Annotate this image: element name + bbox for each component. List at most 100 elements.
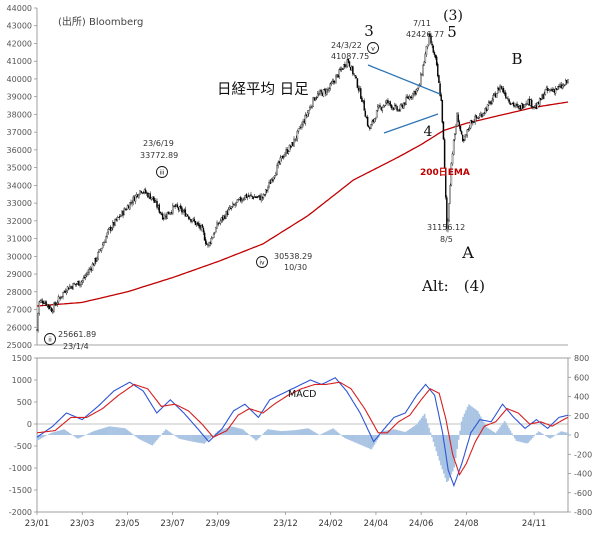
low-0104-date: 23/1/4 bbox=[63, 342, 89, 351]
macd-histogram-bar bbox=[325, 432, 327, 435]
candle bbox=[222, 215, 223, 223]
candle-body bbox=[91, 269, 92, 270]
macd-histogram-bar bbox=[498, 429, 500, 435]
candle-body bbox=[224, 216, 225, 219]
macd-histogram-bar bbox=[70, 434, 72, 435]
candle bbox=[560, 82, 561, 87]
candle-body bbox=[390, 102, 391, 105]
peak-0322-date: 24/3/22 bbox=[331, 41, 362, 50]
candle-body bbox=[374, 119, 375, 122]
candle bbox=[443, 121, 444, 140]
candle-body bbox=[510, 103, 511, 104]
candle-body bbox=[46, 301, 47, 305]
candle bbox=[113, 222, 114, 228]
candle bbox=[378, 104, 379, 108]
macd-histogram-bar bbox=[110, 427, 112, 435]
candle bbox=[40, 299, 41, 303]
candle bbox=[522, 103, 523, 109]
candle-body bbox=[304, 121, 305, 122]
macd-histogram-bar bbox=[233, 427, 235, 435]
macd-histogram-bar bbox=[515, 435, 517, 441]
candle bbox=[500, 84, 501, 93]
macd-histogram-bar bbox=[442, 435, 444, 469]
candle-body bbox=[156, 201, 157, 207]
candle bbox=[111, 227, 112, 231]
low-1030-value: 30538.29 bbox=[274, 252, 312, 261]
candle-body bbox=[263, 194, 264, 197]
candle-body bbox=[513, 103, 514, 106]
candle bbox=[51, 307, 52, 312]
candle-body bbox=[166, 216, 167, 217]
candle-body bbox=[483, 114, 484, 116]
candle bbox=[231, 206, 232, 211]
candle-body bbox=[53, 303, 54, 311]
candle bbox=[142, 192, 143, 194]
candle bbox=[467, 129, 468, 137]
macd-histogram-bar bbox=[513, 435, 515, 436]
candle bbox=[565, 79, 566, 85]
candle-body bbox=[293, 139, 294, 146]
candle-body bbox=[308, 110, 309, 113]
candle-body bbox=[143, 192, 144, 193]
candle bbox=[496, 93, 497, 97]
candle bbox=[426, 46, 427, 57]
candle bbox=[144, 188, 145, 194]
candle bbox=[95, 257, 96, 264]
candle bbox=[518, 104, 519, 110]
candle bbox=[89, 267, 90, 275]
candle bbox=[213, 232, 214, 237]
candle bbox=[332, 79, 333, 84]
candle-body bbox=[561, 85, 562, 88]
macd-histogram-bar bbox=[504, 421, 506, 435]
candle bbox=[427, 45, 428, 50]
candle-body bbox=[459, 122, 460, 126]
candle bbox=[254, 194, 255, 198]
candle bbox=[312, 106, 313, 109]
candle bbox=[497, 86, 498, 94]
candle bbox=[536, 103, 537, 110]
macd-histogram-bar bbox=[124, 428, 126, 435]
candle bbox=[390, 101, 391, 107]
candle bbox=[412, 93, 413, 100]
candle-body bbox=[415, 91, 416, 94]
candle-body bbox=[267, 187, 268, 190]
candle-body bbox=[563, 85, 564, 86]
macd-histogram-bar bbox=[280, 431, 282, 435]
macd-histogram-bar bbox=[180, 435, 182, 439]
macd-x-tick-label: 24/04 bbox=[364, 519, 389, 529]
candle-body bbox=[544, 94, 545, 98]
candle bbox=[523, 104, 524, 109]
candle bbox=[488, 100, 489, 106]
macd-histogram-bar bbox=[409, 429, 411, 435]
candle bbox=[562, 83, 563, 89]
candle bbox=[76, 283, 77, 287]
candle-body bbox=[246, 194, 247, 197]
candle bbox=[138, 193, 139, 198]
candle-body bbox=[449, 203, 450, 220]
macd-histogram-bar bbox=[84, 435, 86, 436]
candle bbox=[134, 195, 135, 201]
candle bbox=[85, 273, 86, 280]
candle-body bbox=[113, 222, 114, 225]
candle bbox=[108, 228, 109, 235]
candle-body bbox=[115, 219, 116, 225]
macd-y-tick-label: 1500 bbox=[12, 354, 32, 363]
candle-body bbox=[180, 206, 181, 209]
candle bbox=[139, 190, 140, 195]
macd-histogram-bar bbox=[440, 435, 442, 465]
candle bbox=[156, 198, 157, 209]
candle-body bbox=[192, 221, 193, 222]
candle-body bbox=[450, 185, 451, 203]
candle bbox=[166, 214, 167, 220]
candle bbox=[377, 104, 378, 112]
candle-body bbox=[395, 105, 396, 106]
candle bbox=[186, 213, 187, 217]
candle bbox=[410, 96, 411, 98]
candle bbox=[229, 205, 230, 211]
macd-histogram-bar bbox=[557, 434, 559, 435]
macd-histogram-bar bbox=[403, 432, 405, 435]
macd-histogram-bar bbox=[402, 431, 404, 435]
candle-body bbox=[488, 102, 489, 105]
candle bbox=[141, 191, 142, 194]
macd-histogram-bar bbox=[406, 431, 408, 435]
